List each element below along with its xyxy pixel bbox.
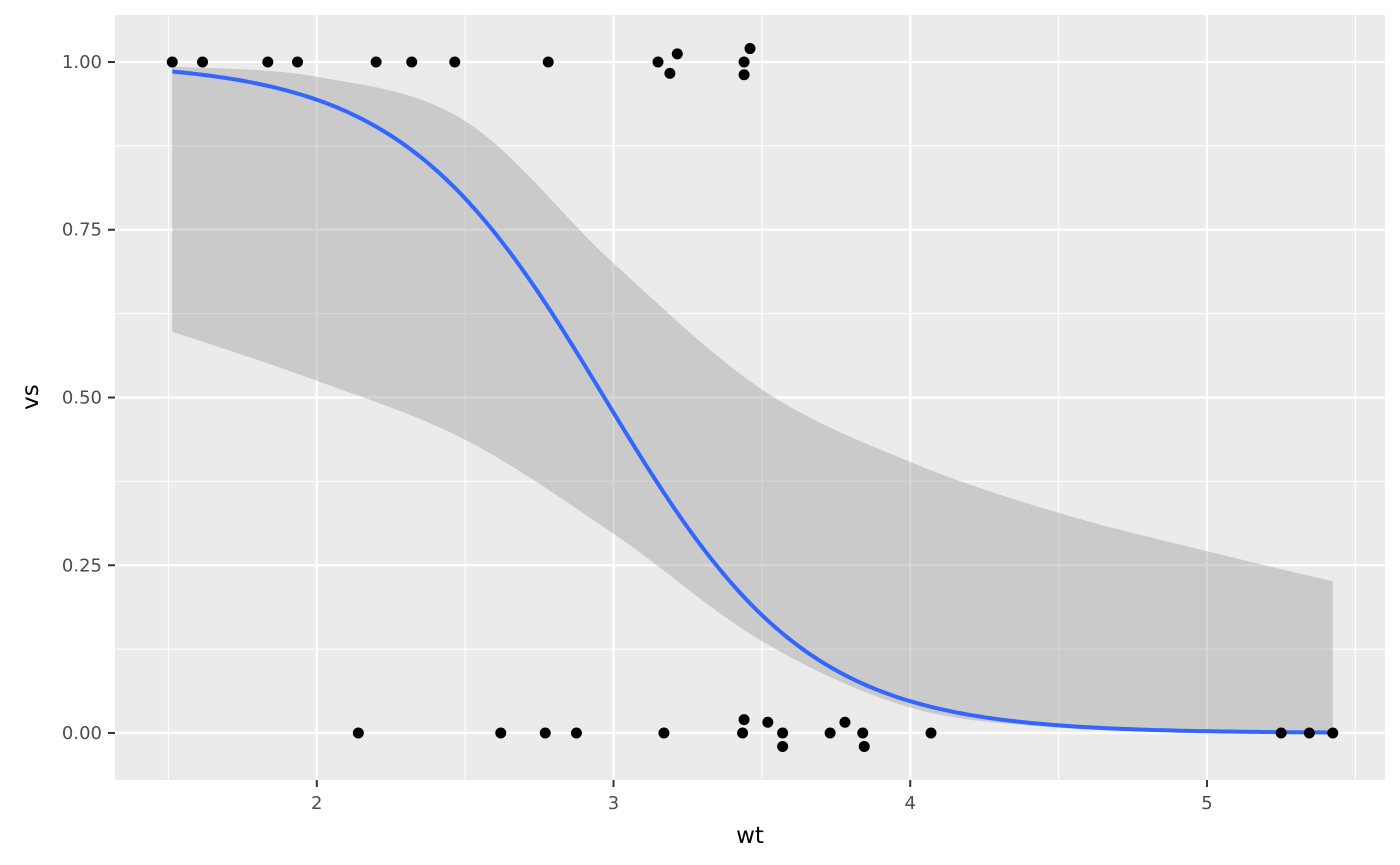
data-point <box>406 56 418 68</box>
data-point <box>449 56 461 68</box>
y-axis-title: vs <box>18 384 44 410</box>
data-point <box>737 727 749 739</box>
x-axis: 2 3 4 5 <box>311 780 1213 814</box>
data-point <box>370 56 382 68</box>
x-tick-label: 3 <box>608 793 619 814</box>
data-points <box>166 43 1339 752</box>
data-point <box>539 727 551 739</box>
data-point <box>777 740 789 752</box>
data-point <box>1327 727 1339 739</box>
data-point <box>197 56 209 68</box>
data-point <box>744 43 756 55</box>
data-point <box>738 69 750 81</box>
data-point <box>262 56 274 68</box>
data-point <box>738 714 750 726</box>
data-point <box>658 727 670 739</box>
y-tick-label: 0.75 <box>62 220 102 241</box>
y-tick-label: 0.25 <box>62 555 102 576</box>
x-axis-title: wt <box>736 823 764 849</box>
data-point <box>166 56 178 68</box>
data-point <box>1303 727 1315 739</box>
x-tick-label: 5 <box>1201 793 1212 814</box>
y-axis: 0.00 0.25 0.50 0.75 1.00 <box>62 52 115 744</box>
data-point <box>1275 727 1287 739</box>
fit-line <box>172 69 1333 735</box>
data-point <box>291 56 303 68</box>
data-point <box>671 48 683 60</box>
data-point <box>664 67 676 79</box>
data-point <box>652 56 664 68</box>
y-tick-label: 0.50 <box>62 388 102 409</box>
data-point <box>858 740 870 752</box>
data-point <box>570 727 582 739</box>
data-point <box>824 727 836 739</box>
data-point <box>777 727 789 739</box>
data-point <box>857 727 869 739</box>
data-point <box>762 716 774 728</box>
data-point <box>542 56 554 68</box>
data-point <box>839 716 851 728</box>
data-point <box>495 727 507 739</box>
confidence-band <box>172 66 1333 733</box>
data-point <box>352 727 364 739</box>
y-tick-label: 1.00 <box>62 52 102 73</box>
grid-major <box>115 15 1385 780</box>
data-point <box>925 727 937 739</box>
data-point <box>738 56 750 68</box>
x-tick-label: 2 <box>311 793 322 814</box>
y-tick-label: 0.00 <box>62 723 102 744</box>
x-tick-label: 4 <box>905 793 916 814</box>
